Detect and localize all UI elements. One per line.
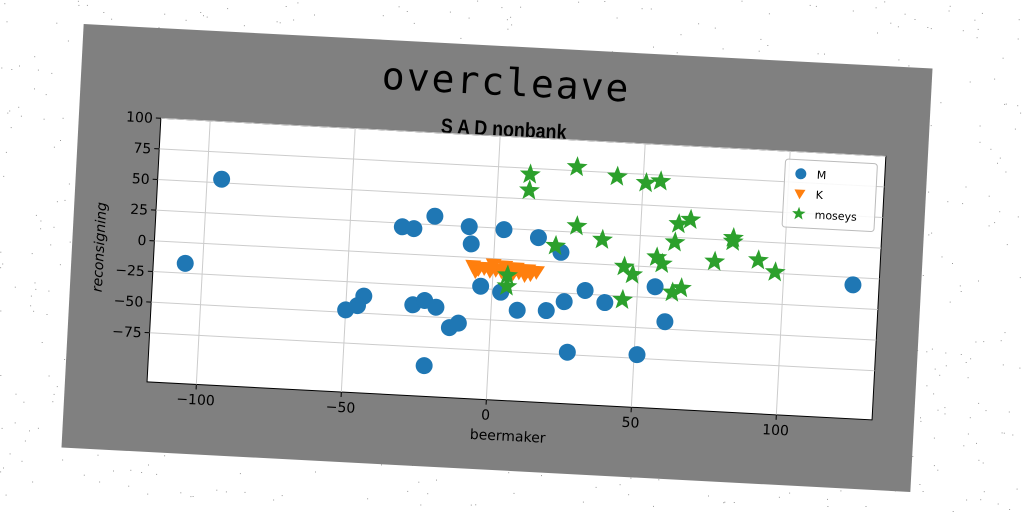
data-point-M: [555, 293, 573, 311]
legend-marker-moseys: [792, 206, 806, 220]
data-point-K: [497, 260, 514, 275]
data-point-moseys: [497, 264, 518, 285]
data-point-moseys: [646, 246, 668, 267]
legend-marker-K: [794, 189, 806, 200]
data-point-moseys: [566, 215, 588, 236]
data-point-moseys: [545, 234, 567, 256]
data-point-moseys: [496, 275, 518, 296]
x-axis-label: beermaker: [469, 427, 546, 447]
data-point-M: [460, 218, 478, 236]
data-point-M: [576, 281, 594, 299]
data-point-M: [462, 235, 480, 253]
y-gridline: [160, 117, 886, 157]
y-gridline: [151, 301, 877, 341]
y-tick-label: −25: [115, 263, 145, 281]
series-moseys: [496, 156, 786, 310]
data-point-K: [485, 258, 502, 273]
data-point-moseys: [613, 255, 635, 276]
data-point-M: [449, 314, 467, 332]
x-gridline: [340, 128, 356, 393]
x-tick-label: 0: [481, 407, 491, 423]
data-point-moseys: [668, 213, 690, 234]
data-point-M: [529, 229, 547, 247]
data-point-M: [844, 276, 862, 294]
data-point-moseys: [764, 261, 786, 282]
x-tick-label: −50: [325, 399, 355, 417]
legend-label-K: K: [815, 189, 824, 202]
data-point-moseys: [592, 228, 613, 249]
data-point-moseys: [519, 179, 540, 200]
y-gridline: [152, 270, 878, 310]
data-point-M: [656, 313, 674, 331]
data-point-moseys: [607, 165, 628, 186]
data-point-moseys: [519, 163, 541, 184]
data-point-moseys: [566, 156, 588, 177]
y-axis-label: reconsigning: [90, 202, 111, 293]
data-points: [176, 156, 862, 375]
data-point-moseys: [722, 230, 744, 251]
data-point-M: [176, 254, 194, 272]
data-point-moseys: [680, 208, 702, 230]
data-point-moseys: [622, 263, 644, 284]
data-point-M: [405, 220, 423, 238]
data-point-M: [508, 301, 526, 319]
data-point-M: [472, 277, 490, 295]
x-tick-label: −100: [176, 391, 215, 409]
data-point-moseys: [650, 170, 672, 191]
data-point-moseys: [670, 277, 692, 298]
x-tick-label: 100: [762, 422, 790, 439]
data-point-moseys: [664, 231, 686, 252]
legend-box: [781, 158, 878, 233]
y-gridline: [157, 179, 883, 219]
y-tick-label: 75: [133, 141, 152, 158]
x-gridline: [195, 120, 211, 385]
data-point-M: [495, 221, 513, 239]
data-point-M: [628, 346, 646, 364]
legend-label-M: M: [816, 169, 826, 182]
y-gridline: [154, 240, 880, 280]
y-tick-label: 50: [131, 171, 150, 188]
data-point-moseys: [635, 172, 657, 193]
data-point-M: [537, 302, 555, 320]
data-point-K: [520, 263, 537, 279]
data-point-M: [213, 170, 231, 188]
series-M: [176, 170, 862, 375]
data-point-M: [558, 343, 576, 361]
y-gridline: [159, 148, 885, 188]
y-tick-label: −75: [112, 324, 142, 342]
y-tick-label: 100: [126, 109, 154, 126]
y-gridline: [156, 209, 882, 249]
data-point-M: [426, 207, 444, 225]
data-point-moseys: [662, 281, 683, 302]
y-tick-label: 0: [137, 233, 147, 249]
legend-label-moseys: moseys: [814, 209, 857, 224]
data-point-M: [415, 357, 433, 375]
data-point-moseys: [704, 250, 726, 271]
scatter-plot: −100 −50 0 50 100 −75 −50 −25 0 25 50 75 100 beermake…: [90, 109, 887, 447]
figure-canvas: overcleave S A D nonbank −100 −50 0 50 100 −7…: [61, 24, 933, 492]
data-point-M: [337, 301, 355, 319]
data-point-M: [596, 294, 614, 312]
x-tick-label: 50: [621, 415, 640, 432]
data-point-moseys: [748, 249, 769, 270]
figure: overcleave S A D nonbank −100 −50 0 50 100 −7…: [61, 24, 933, 492]
data-point-K: [508, 262, 525, 277]
data-point-moseys: [612, 288, 634, 310]
y-tick-label: −50: [113, 293, 143, 311]
data-point-K: [467, 264, 484, 280]
y-gridline: [149, 332, 875, 372]
y-tick-label: 25: [130, 202, 149, 219]
data-point-M: [427, 298, 445, 316]
legend-marker-M: [795, 168, 807, 180]
data-point-moseys: [651, 252, 673, 273]
data-point-M: [646, 278, 664, 296]
